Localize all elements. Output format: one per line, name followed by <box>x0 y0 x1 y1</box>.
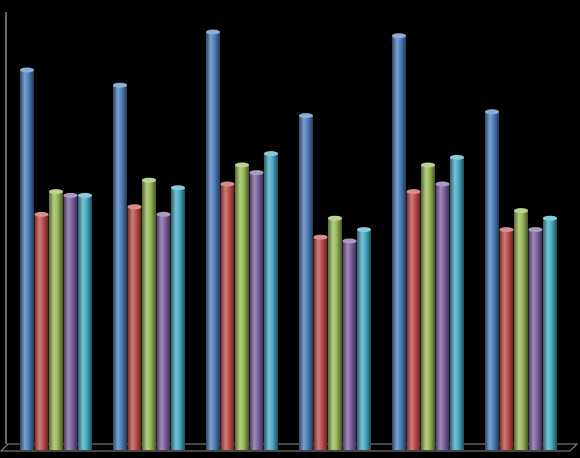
bar-s1-c6 <box>485 109 499 451</box>
bar-cap <box>49 189 63 195</box>
bar-s1-c3 <box>206 29 220 450</box>
bar-group-2 <box>113 82 185 451</box>
bar-cap <box>20 67 34 73</box>
bar-body <box>450 157 464 450</box>
bar-cap <box>421 162 435 168</box>
bar-body <box>485 111 499 451</box>
bar-body <box>127 206 142 450</box>
bar-cap <box>435 181 450 187</box>
bar-body <box>435 184 450 450</box>
bar-s4-c6 <box>528 227 543 450</box>
bar-body <box>249 172 264 450</box>
bar-s5-c2 <box>171 185 185 451</box>
bar-s4-c3 <box>249 170 264 450</box>
bar-body <box>392 35 406 451</box>
bar-s2-c4 <box>313 234 328 450</box>
bar-body <box>34 214 49 450</box>
bar-cap <box>485 109 499 115</box>
bar-cap <box>299 113 313 119</box>
bar-cap <box>392 33 406 39</box>
bar-group-5 <box>392 33 464 451</box>
bar-s5-c6 <box>543 215 557 450</box>
bar-s1-c1 <box>20 67 34 450</box>
bar-s1-c4 <box>299 113 313 450</box>
bar-body <box>113 85 127 450</box>
bar-body <box>421 165 435 450</box>
bar-s1-c2 <box>113 82 127 450</box>
bar-body <box>528 229 543 450</box>
bar-cap <box>313 234 328 240</box>
bar-s1-c5 <box>392 33 406 451</box>
bar-cap <box>156 211 171 217</box>
bar-group-3 <box>206 29 278 450</box>
bar-body <box>328 218 342 450</box>
bar-cap <box>78 192 92 198</box>
bar-body <box>206 32 220 450</box>
bar-body <box>235 165 249 450</box>
bar-body <box>63 195 78 450</box>
bar-cap <box>450 154 464 160</box>
bar-cap <box>142 177 156 183</box>
bar-s4-c1 <box>63 192 78 450</box>
bar-body <box>342 241 357 450</box>
bar-s2-c5 <box>406 189 421 450</box>
bar-group-4 <box>299 113 371 450</box>
bar-body <box>20 70 34 450</box>
bar-cap <box>249 170 264 176</box>
bar-body <box>514 210 528 450</box>
bar-cap <box>328 215 342 221</box>
bar-body <box>171 187 185 451</box>
bar-body <box>406 191 421 450</box>
bar-s5-c4 <box>357 227 371 450</box>
bar-cap <box>34 211 49 217</box>
bar-body <box>142 180 156 450</box>
bar-cap <box>406 189 421 195</box>
bar-cap <box>264 151 278 157</box>
bar-s2-c3 <box>220 181 235 450</box>
bar-cap <box>220 181 235 187</box>
bar-cap <box>342 238 357 244</box>
bar-cap <box>206 29 220 35</box>
bar-s3-c3 <box>235 162 249 450</box>
bar-group-1 <box>20 67 92 450</box>
bar-body <box>313 237 328 450</box>
bar-s2-c2 <box>127 204 142 450</box>
bar-s5-c3 <box>264 151 278 450</box>
bar-s5-c1 <box>78 192 92 450</box>
bar-s2-c6 <box>499 227 514 450</box>
bar-body <box>49 191 63 450</box>
bar-cap <box>528 227 543 233</box>
bar-s3-c4 <box>328 215 342 450</box>
bar-s4-c2 <box>156 211 171 450</box>
bar-s4-c5 <box>435 181 450 450</box>
bar-s3-c1 <box>49 189 63 450</box>
bar-s3-c6 <box>514 208 528 450</box>
bar-series <box>20 29 557 451</box>
bar-s5-c5 <box>450 154 464 450</box>
bar-cap <box>235 162 249 168</box>
bar-body <box>499 229 514 450</box>
bar-s3-c2 <box>142 177 156 450</box>
bar-body <box>264 153 278 450</box>
bar-body <box>543 218 557 450</box>
bar-body <box>156 214 171 450</box>
bar-cap <box>543 215 557 221</box>
bar-body <box>220 184 235 450</box>
bar-cap <box>357 227 371 233</box>
bar-body <box>357 229 371 450</box>
bar-cap <box>113 82 127 88</box>
bar-cap <box>171 185 185 191</box>
bar-cap <box>63 192 78 198</box>
bar-body <box>299 115 313 450</box>
bar-group-6 <box>485 109 557 451</box>
bar-s4-c4 <box>342 238 357 450</box>
bar-s2-c1 <box>34 211 49 450</box>
bar-body <box>78 195 92 450</box>
bar-cap <box>499 227 514 233</box>
bar-s3-c5 <box>421 162 435 450</box>
bar-cap <box>514 208 528 214</box>
bar-cap <box>127 204 142 210</box>
